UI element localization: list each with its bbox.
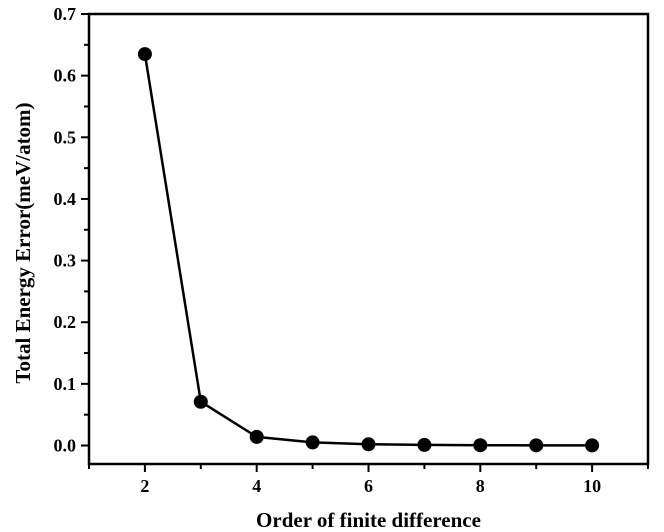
- data-point: [137, 47, 152, 62]
- x-tick-label: 2: [140, 476, 149, 496]
- y-tick-label: 0.2: [54, 312, 77, 332]
- y-tick-label: 0.5: [54, 127, 77, 147]
- y-tick-label: 0.3: [54, 251, 77, 271]
- data-point: [193, 394, 208, 409]
- data-point: [249, 429, 264, 444]
- axis-ticks: 2 4 6 8 10 0.0 0.1 0.2 0.3 0.4 0.5 0.6 0.7: [54, 4, 649, 496]
- y-axis-title: Total Energy Error(meV/atom): [11, 102, 35, 383]
- data-point: [305, 435, 320, 450]
- y-tick-label: 0.6: [54, 66, 77, 86]
- series-layer: [137, 47, 600, 453]
- data-point: [473, 438, 488, 453]
- data-point: [529, 438, 544, 453]
- x-tick-label: 8: [476, 476, 485, 496]
- x-tick-label: 10: [583, 476, 601, 496]
- y-tick-label: 0.0: [54, 436, 77, 456]
- data-point: [361, 437, 376, 452]
- y-tick-label: 0.1: [54, 374, 77, 394]
- y-tick-label: 0.7: [54, 4, 77, 24]
- data-point: [417, 437, 432, 452]
- y-tick-label: 0.4: [54, 189, 77, 209]
- x-axis-title: Order of finite difference: [256, 508, 481, 532]
- series-line: [143, 53, 593, 447]
- x-tick-label: 6: [364, 476, 373, 496]
- x-tick-label: 4: [252, 476, 261, 496]
- plot-frame: [87, 12, 650, 466]
- data-point: [585, 438, 600, 453]
